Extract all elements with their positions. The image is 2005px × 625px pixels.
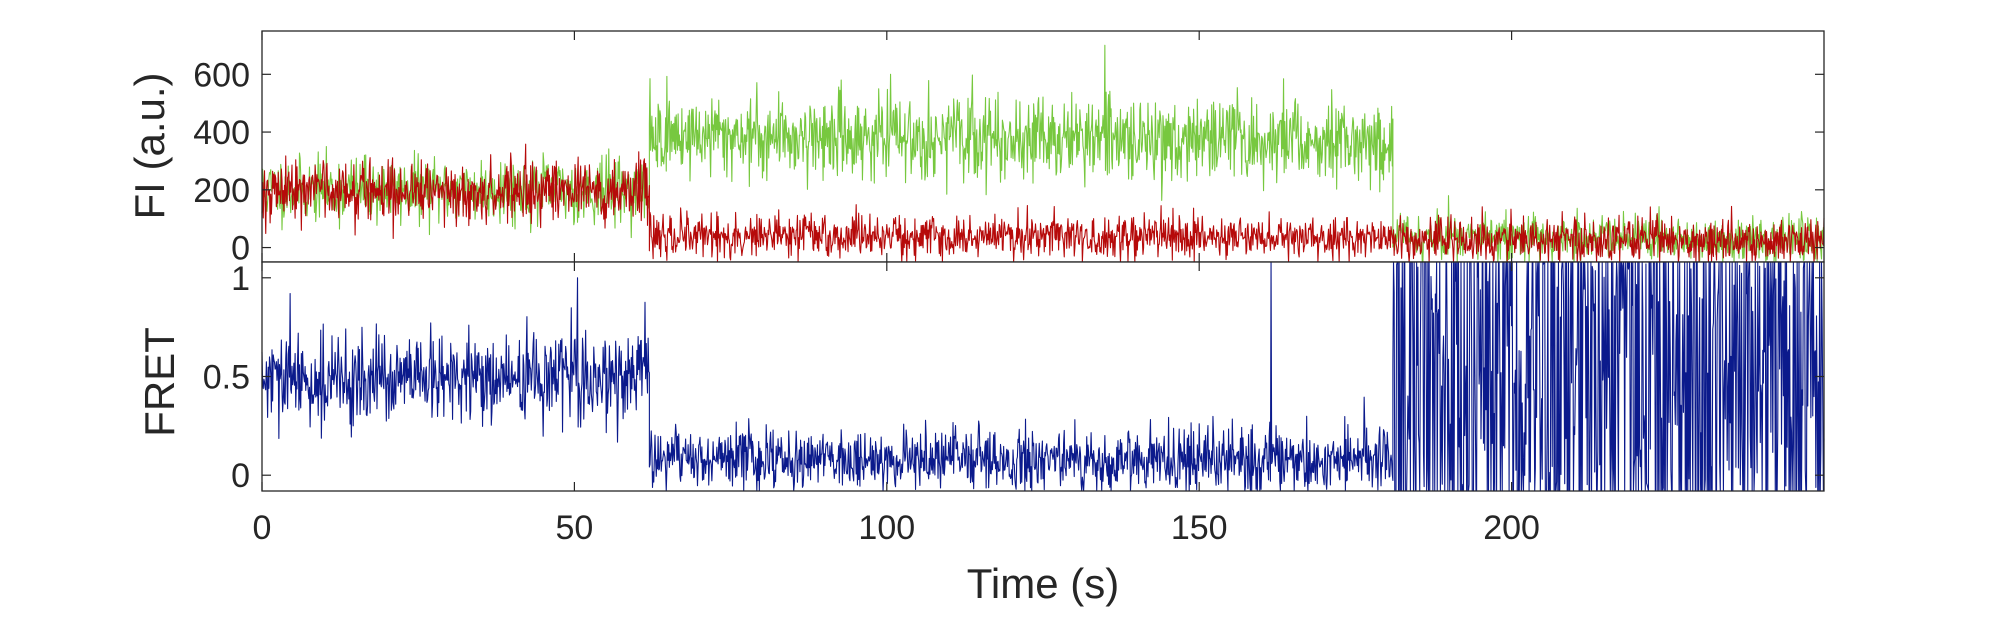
fret-y-axis-label: FRET [136, 327, 183, 437]
y-tick-label: 200 [193, 172, 250, 210]
intensity-series-group [261, 44, 1825, 263]
x-tick-label: 100 [858, 509, 915, 547]
intensity-y-axis-label: FI (a.u.) [126, 72, 173, 219]
fret-axes-box [261, 261, 1825, 492]
fret-panel: 0 50 100 150 200 0 0.5 1 FRET Time (s) [136, 260, 1825, 607]
y-tick-label: 600 [193, 56, 250, 94]
y-tick-label: 0 [231, 230, 250, 268]
x-tick-label: 50 [555, 509, 593, 547]
time-x-axis-label: Time (s) [967, 560, 1119, 607]
x-tick-label: 200 [1483, 509, 1540, 547]
y-tick-label: 1 [231, 260, 250, 298]
x-tick-label: 150 [1171, 509, 1228, 547]
intensity-panel: 0 200 400 600 FI (a.u.) [126, 30, 1825, 268]
fret-series-group [261, 261, 1825, 492]
fret-ticks: 0 50 100 150 200 0 0.5 1 [203, 260, 1824, 547]
series-line-fret [261, 261, 1825, 492]
y-tick-label: 0 [231, 457, 250, 495]
intensity-ticks: 0 200 400 600 [193, 31, 1824, 268]
series-line-acceptor [261, 143, 1825, 263]
y-tick-label: 400 [193, 114, 250, 152]
x-tick-label: 0 [253, 509, 272, 547]
y-tick-label: 0.5 [203, 359, 250, 397]
